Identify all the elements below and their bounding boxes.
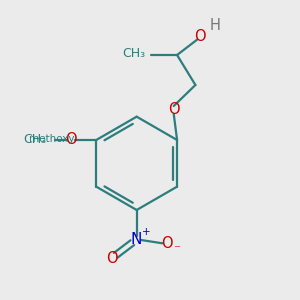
Text: CH₃: CH₃ [23, 134, 46, 146]
Text: H: H [210, 19, 221, 34]
Text: O: O [168, 103, 180, 118]
Text: methoxy: methoxy [28, 134, 74, 144]
Text: +: + [142, 227, 150, 237]
Text: O: O [106, 251, 118, 266]
Text: N: N [131, 232, 142, 247]
Text: ⁻: ⁻ [173, 243, 180, 256]
Text: O: O [195, 29, 206, 44]
Text: CH₃: CH₃ [122, 47, 146, 61]
Text: O: O [161, 236, 172, 251]
Text: O: O [65, 133, 77, 148]
